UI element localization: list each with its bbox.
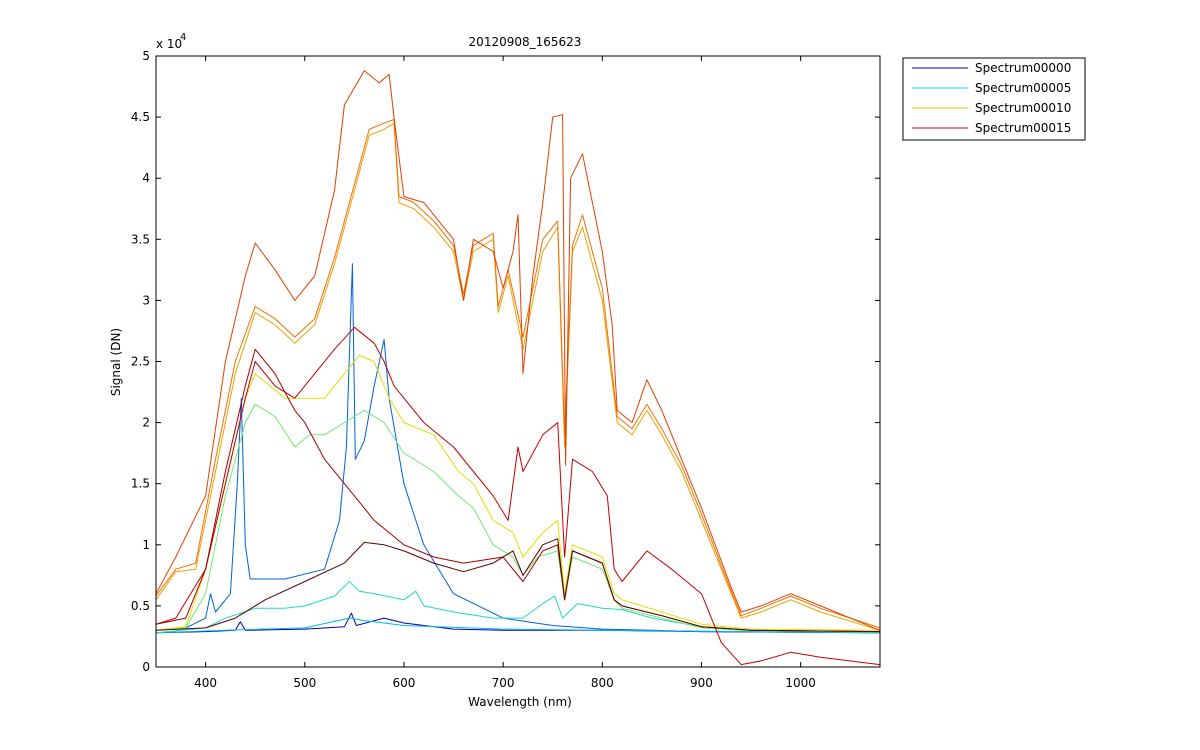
x-tick-label: 1000 xyxy=(785,676,816,690)
x-tick-label: 400 xyxy=(194,676,217,690)
x-tick-label: 600 xyxy=(392,676,415,690)
y-tick-label: 3 xyxy=(142,293,150,307)
series-line-5 xyxy=(155,354,881,631)
series-line-11 xyxy=(155,538,881,633)
series-line-1 xyxy=(155,263,881,634)
y-tick-label: 2 xyxy=(142,416,150,430)
y-tick-label: 4 xyxy=(142,171,150,185)
x-tick-label: 800 xyxy=(591,676,614,690)
x-axis-label: Wavelength (nm) xyxy=(468,695,572,709)
y-tick-label: 3.5 xyxy=(131,232,150,246)
x-tick-label: 900 xyxy=(690,676,713,690)
legend-label-1: Spectrum00005 xyxy=(975,81,1071,95)
legend-label-0: Spectrum00000 xyxy=(975,61,1071,75)
legend-box xyxy=(902,57,1086,141)
y-tick-label: 4.5 xyxy=(131,110,150,124)
series-line-6 xyxy=(155,122,881,631)
series-layer xyxy=(155,70,881,666)
series-line-7 xyxy=(155,119,881,629)
y-axis-label: Signal (DN) xyxy=(109,328,123,396)
series-line-9 xyxy=(155,326,881,666)
y-tick-label: 1.5 xyxy=(131,477,150,491)
y-tick-label: 1 xyxy=(142,538,150,552)
y-axis: 0 0.5 1 1.5 2 2.5 3 3.5 4 4.5 5 xyxy=(131,49,880,674)
x-axis: 400 500 600 700 800 900 1000 xyxy=(194,56,816,690)
y-axis-multiplier-exponent: 4 xyxy=(180,32,186,43)
y-tick-label: 0.5 xyxy=(131,599,150,613)
legend-label-3: Spectrum00015 xyxy=(975,121,1071,135)
legend-label-2: Spectrum00010 xyxy=(975,101,1071,115)
series-line-2 xyxy=(155,617,881,634)
x-tick-label: 700 xyxy=(492,676,515,690)
y-tick-label: 5 xyxy=(142,49,150,63)
legend: Spectrum00000 Spectrum00005 Spectrum00010 S… xyxy=(902,57,1086,141)
series-line-8 xyxy=(155,70,881,631)
y-tick-label: 0 xyxy=(142,660,150,674)
y-tick-label: 2.5 xyxy=(131,355,150,369)
series-line-3 xyxy=(155,581,881,634)
chart-title: 20120908_165623 xyxy=(469,35,582,49)
x-tick-label: 500 xyxy=(293,676,316,690)
y-axis-multiplier: x 10 xyxy=(156,37,182,51)
